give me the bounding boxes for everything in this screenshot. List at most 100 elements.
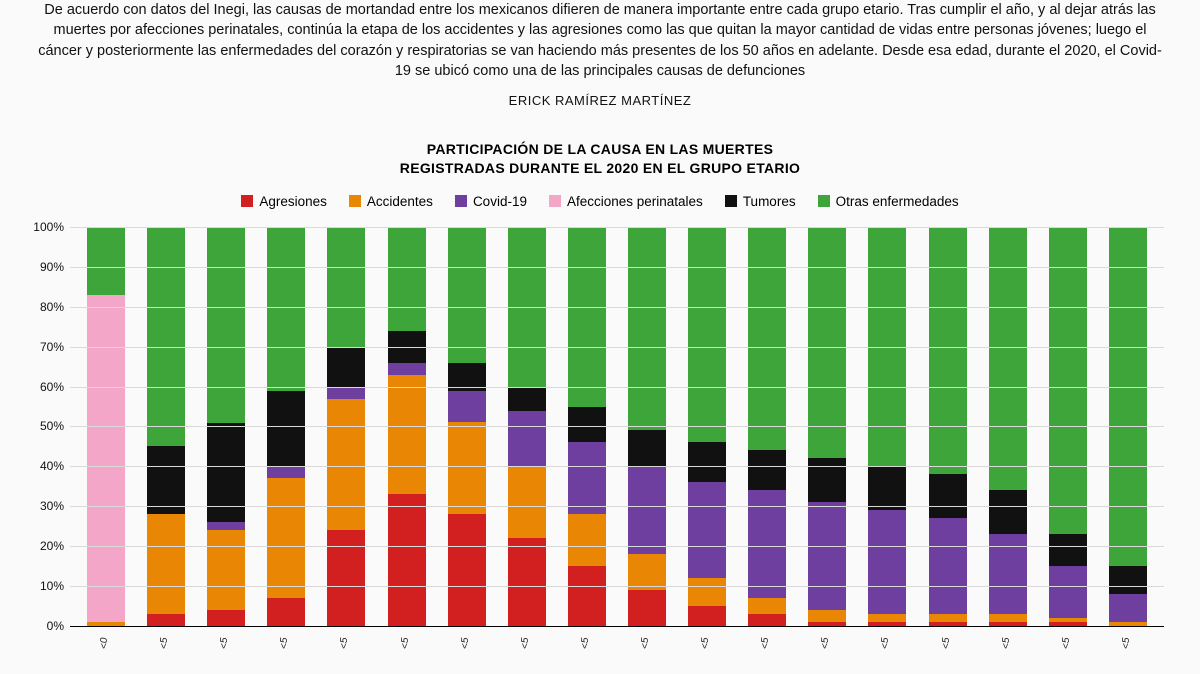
bar-segment-otras: [568, 227, 606, 407]
legend-item-tumores: Tumores: [725, 194, 796, 209]
bar-segment-covid: [628, 466, 666, 554]
x-label: <0: [99, 611, 127, 649]
bar-segment-accidentes: [508, 466, 546, 538]
x-label: <5: [339, 611, 367, 649]
bar-segment-otras: [929, 227, 967, 474]
x-label: <5: [941, 611, 969, 649]
y-tick: 0%: [47, 619, 64, 633]
legend-item-accidentes: Accidentes: [349, 194, 433, 209]
y-tick: 20%: [40, 539, 64, 553]
x-label: <5: [700, 611, 728, 649]
bar-segment-accidentes: [267, 478, 305, 598]
bar-segment-tumores: [207, 423, 245, 523]
bar-segment-tumores: [147, 446, 185, 514]
chart-title: PARTICIPACIÓN DE LA CAUSA EN LAS MUERTES…: [28, 140, 1172, 178]
bar-segment-covid: [868, 510, 906, 614]
bar-segment-covid: [508, 411, 546, 467]
legend-swatch: [818, 195, 830, 207]
bar-segment-tumores: [508, 387, 546, 411]
x-label: <5: [159, 611, 187, 649]
bar-segment-agresiones: [388, 494, 426, 626]
bar-segment-covid: [388, 363, 426, 375]
bar-segment-covid: [808, 502, 846, 610]
bar-segment-covid: [267, 466, 305, 478]
bar-segment-covid: [688, 482, 726, 578]
bar-segment-tumores: [327, 347, 365, 387]
y-axis: 0%10%20%30%40%50%60%70%80%90%100%: [28, 227, 68, 626]
bar-segment-otras: [748, 227, 786, 450]
bar-segment-tumores: [929, 474, 967, 518]
legend-swatch: [725, 195, 737, 207]
y-tick: 100%: [33, 220, 64, 234]
bar-segment-otras: [147, 227, 185, 446]
grid-line: [70, 426, 1164, 427]
x-label: <5: [1121, 611, 1149, 649]
x-label: <5: [219, 611, 247, 649]
bar-segment-otras: [327, 227, 365, 347]
grid-line: [70, 586, 1164, 587]
legend-label: Tumores: [743, 194, 796, 209]
bar-segment-tumores: [989, 490, 1027, 534]
chart-title-line1: PARTICIPACIÓN DE LA CAUSA EN LAS MUERTES: [28, 140, 1172, 159]
legend-item-covid: Covid-19: [455, 194, 527, 209]
grid-line: [70, 466, 1164, 467]
x-axis-labels: <0<5<5<5<5<5<5<5<5<5<5<5<5<5<5<5<5<5: [70, 627, 1164, 655]
y-tick: 30%: [40, 499, 64, 513]
bar-segment-tumores: [748, 450, 786, 490]
bar-segment-tumores: [868, 466, 906, 510]
bar-segment-otras: [808, 227, 846, 458]
y-tick: 90%: [40, 260, 64, 274]
bar-segment-otras: [448, 227, 486, 363]
legend-item-otras: Otras enfermedades: [818, 194, 959, 209]
bar-segment-perinatales: [87, 295, 125, 622]
grid-line: [70, 546, 1164, 547]
x-label: <5: [460, 611, 488, 649]
legend-swatch: [241, 195, 253, 207]
bar-segment-agresiones: [448, 514, 486, 626]
bar-segment-tumores: [1109, 566, 1147, 594]
bar-segment-accidentes: [448, 422, 486, 514]
chart-title-line2: REGISTRADAS DURANTE EL 2020 EN EL GRUPO …: [28, 159, 1172, 178]
bar-segment-otras: [207, 227, 245, 423]
bar-segment-accidentes: [688, 578, 726, 606]
bar-segment-accidentes: [207, 530, 245, 610]
y-tick: 70%: [40, 340, 64, 354]
bar-segment-otras: [87, 227, 125, 295]
bar-segment-covid: [327, 387, 365, 399]
legend-label: Otras enfermedades: [836, 194, 959, 209]
bar-segment-tumores: [628, 430, 666, 466]
y-tick: 60%: [40, 380, 64, 394]
bar-segment-covid: [568, 442, 606, 514]
grid-line: [70, 307, 1164, 308]
legend-swatch: [549, 195, 561, 207]
y-tick: 10%: [40, 579, 64, 593]
grid-line: [70, 506, 1164, 507]
legend-swatch: [349, 195, 361, 207]
bar-segment-otras: [628, 227, 666, 430]
bar-segment-tumores: [568, 407, 606, 443]
x-label: <5: [880, 611, 908, 649]
x-label: <5: [1061, 611, 1089, 649]
grid-line: [70, 267, 1164, 268]
intro-paragraph: De acuerdo con datos del Inegi, las caus…: [28, 0, 1172, 93]
grid-line: [70, 227, 1164, 228]
bar-segment-accidentes: [568, 514, 606, 566]
legend-item-perinatales: Afecciones perinatales: [549, 194, 703, 209]
bar-segment-tumores: [267, 391, 305, 467]
bar-segment-accidentes: [327, 399, 365, 531]
x-label: <5: [520, 611, 548, 649]
x-label: <5: [820, 611, 848, 649]
bar-segment-covid: [207, 522, 245, 530]
x-label: <5: [580, 611, 608, 649]
bar-segment-accidentes: [628, 554, 666, 590]
bar-segment-otras: [388, 227, 426, 331]
bar-segment-covid: [929, 518, 967, 614]
bar-segment-accidentes: [147, 514, 185, 614]
chart-legend: AgresionesAccidentesCovid-19Afecciones p…: [28, 194, 1172, 209]
grid-line: [70, 347, 1164, 348]
bar-segment-otras: [688, 227, 726, 442]
bar-segment-tumores: [688, 442, 726, 482]
legend-label: Afecciones perinatales: [567, 194, 703, 209]
bar-segment-tumores: [808, 458, 846, 502]
y-tick: 80%: [40, 300, 64, 314]
